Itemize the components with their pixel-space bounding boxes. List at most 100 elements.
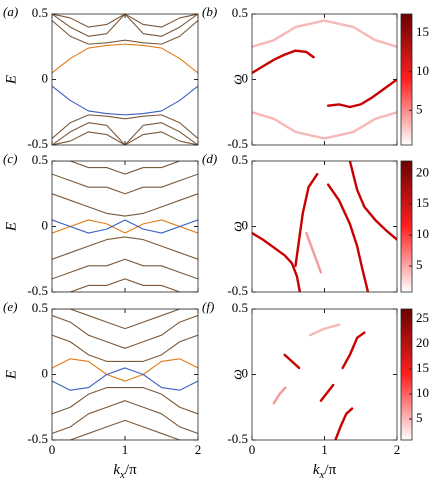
x-tick-label: 2: [195, 442, 202, 457]
band-line: [52, 161, 198, 175]
plot-area: [52, 309, 198, 440]
y-tick-label: 0.5: [232, 300, 248, 315]
axes-box: [51, 13, 199, 146]
band-line: [52, 43, 198, 74]
colorbar-tick-label: 20: [416, 164, 429, 179]
panel-label: (e): [3, 299, 17, 314]
band-line: [52, 358, 198, 382]
spectral-ridge: [252, 111, 397, 140]
x-tick-label: 0: [49, 442, 56, 457]
plot-area: [252, 19, 397, 140]
colorbar-tick-label: 15: [416, 195, 429, 210]
band-line: [52, 219, 198, 234]
band-line: [52, 387, 198, 415]
spectral-ridge: [252, 49, 315, 75]
y-axis-label: E: [3, 370, 19, 380]
panel-label: (d): [202, 151, 217, 166]
y-tick-label: -0.5: [227, 136, 248, 151]
y-tick-label: -0.5: [227, 431, 248, 446]
band-line: [52, 400, 198, 434]
y-tick-label: -0.5: [227, 283, 248, 298]
y-tick-label: 0.5: [32, 152, 48, 167]
axes-box: [251, 13, 398, 146]
colorbar-tick-label: 5: [416, 257, 423, 272]
spectral-ridge: [308, 323, 341, 337]
y-tick-label: -0.5: [27, 283, 48, 298]
colorbar-tick-label: 25: [416, 310, 429, 325]
spectral-ridge: [294, 172, 319, 267]
spectral-ridge: [252, 19, 397, 48]
band-line: [52, 315, 198, 349]
band-line: [52, 20, 198, 45]
x-axis-label: kx/π: [313, 462, 337, 480]
spectral-ridge: [305, 231, 323, 274]
y-tick-label: 0.5: [32, 300, 48, 315]
band-line: [52, 131, 198, 145]
colorbar-tick-label: 5: [416, 101, 423, 116]
panel-label: (a): [3, 4, 18, 19]
x-label-rest: /π: [125, 462, 137, 478]
plot-area: [272, 323, 366, 440]
y-tick-label: 0.5: [32, 5, 48, 20]
spectral-ridge: [272, 386, 287, 405]
y-axis-label: ω: [229, 221, 245, 232]
band-line: [52, 236, 198, 260]
x-label-k: k: [313, 462, 320, 478]
panel-label: (f): [202, 299, 214, 314]
y-tick-label: -0.5: [27, 136, 48, 151]
panel-label: (b): [202, 4, 217, 19]
band-line: [52, 419, 198, 440]
band-line: [52, 114, 198, 139]
x-label-sub: x: [319, 469, 325, 481]
y-tick-label: 0: [242, 217, 249, 232]
plot-area: [252, 161, 397, 292]
axes-box: [251, 160, 398, 293]
y-tick-label: 0: [42, 365, 49, 380]
spectral-ridge: [252, 231, 302, 292]
x-tick-label: 2: [394, 442, 401, 457]
y-tick-label: 0.5: [232, 152, 248, 167]
plot-area: [52, 14, 198, 145]
x-tick-label: 0: [249, 442, 256, 457]
spectral-ridge: [283, 353, 301, 370]
colorbar-tick-label: 10: [416, 63, 429, 78]
band-line: [52, 219, 198, 234]
colorbar-tick-label: 15: [416, 360, 429, 375]
band-line: [52, 309, 198, 330]
y-tick-label: 0.5: [232, 5, 248, 20]
colorbar-tick-label: 10: [416, 226, 429, 241]
spectral-ridge: [348, 161, 397, 241]
spectral-ridge: [319, 383, 335, 402]
band-line: [52, 14, 198, 37]
y-axis-label: ω: [229, 369, 245, 380]
y-axis-label: ω: [229, 74, 245, 85]
spectral-ridge: [334, 407, 354, 440]
colorbar-tick-label: 20: [416, 335, 429, 350]
spectral-ridge: [341, 331, 366, 370]
x-axis-label: kx/π: [113, 462, 137, 480]
band-line: [52, 173, 198, 195]
panel-label: (c): [3, 151, 17, 166]
band-line: [52, 334, 198, 362]
band-line: [52, 14, 198, 28]
x-label-rest: /π: [324, 462, 336, 478]
colorbar-tick-label: 10: [416, 385, 429, 400]
axes-box: [51, 160, 199, 293]
band-line: [52, 278, 198, 292]
colorbar: [400, 160, 413, 293]
y-axis-label: E: [3, 222, 19, 232]
band-line: [52, 258, 198, 280]
spectral-ridge: [326, 78, 397, 109]
colorbar: [400, 308, 413, 441]
y-tick-label: 0: [242, 70, 249, 85]
colorbar: [400, 13, 413, 146]
y-tick-label: 0: [42, 70, 49, 85]
y-tick-label: -0.5: [27, 431, 48, 446]
x-tick-label: 1: [321, 442, 328, 457]
colorbar-tick-label: 5: [416, 410, 423, 425]
x-label-k: k: [113, 462, 120, 478]
x-label-sub: x: [119, 469, 125, 481]
y-axis-label: E: [3, 75, 19, 85]
band-line: [52, 367, 198, 391]
